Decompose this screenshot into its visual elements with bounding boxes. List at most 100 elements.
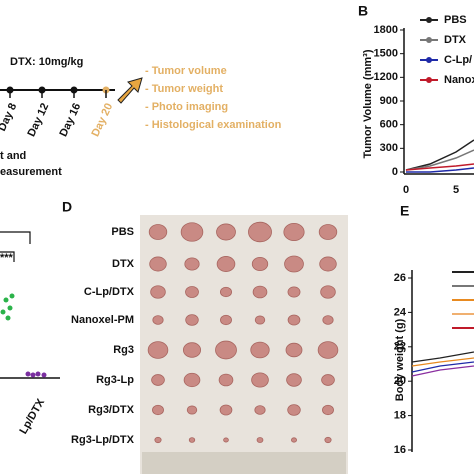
day-label: Day 8 bbox=[0, 101, 19, 133]
tumor bbox=[291, 437, 297, 443]
legend-label: DTX bbox=[444, 34, 467, 46]
legend-dot bbox=[426, 77, 432, 83]
ruler bbox=[142, 452, 346, 474]
group-label: Rg3 bbox=[113, 344, 134, 356]
tumor bbox=[149, 256, 167, 272]
group-label: PBS bbox=[111, 226, 134, 238]
legend-dot bbox=[426, 37, 432, 43]
group-label: C-Lp/DTX bbox=[84, 286, 135, 298]
tumor bbox=[220, 314, 232, 326]
day-label: Day 12 bbox=[25, 101, 51, 138]
tumor bbox=[318, 224, 338, 240]
day-label: Day 20 bbox=[89, 101, 115, 138]
series-line bbox=[411, 351, 474, 363]
tumor bbox=[320, 285, 336, 299]
y-tick-label: 22 bbox=[394, 341, 406, 353]
tumor bbox=[287, 286, 301, 298]
x-tick-label: 0 bbox=[403, 184, 409, 196]
outcome: - Tumor volume bbox=[145, 65, 227, 77]
tumor bbox=[186, 405, 198, 415]
tumor bbox=[219, 404, 233, 416]
tumor bbox=[147, 341, 169, 359]
tumor bbox=[185, 314, 199, 326]
y-tick-label: 18 bbox=[394, 410, 406, 422]
legend-dot bbox=[426, 57, 432, 63]
tumor bbox=[183, 372, 201, 388]
legend-label: C-Lp/ bbox=[444, 54, 472, 66]
outcome: - Histological examination bbox=[145, 119, 282, 131]
tumor bbox=[319, 256, 337, 272]
tumor bbox=[285, 342, 303, 358]
series-line bbox=[411, 361, 474, 373]
tumor bbox=[216, 256, 236, 272]
group-label: Rg3/DTX bbox=[88, 404, 135, 416]
y-tick-label: 600 bbox=[380, 119, 398, 131]
y-tick-label: 24 bbox=[394, 306, 407, 318]
day-label: Day 16 bbox=[57, 101, 83, 138]
tumor bbox=[223, 437, 229, 443]
y-tick-label: 0 bbox=[392, 166, 398, 178]
outcome: - Tumor weight bbox=[145, 83, 223, 95]
x-label: Lp/DTX bbox=[17, 396, 47, 436]
series-line bbox=[405, 149, 474, 171]
group-label: DTX bbox=[112, 258, 135, 270]
tumor bbox=[250, 341, 270, 359]
panel-label: E bbox=[400, 203, 409, 219]
tumor bbox=[321, 374, 335, 386]
tumor bbox=[152, 315, 164, 325]
y-tick-label: 20 bbox=[394, 375, 406, 387]
partial-label: easurement bbox=[0, 166, 62, 178]
dose: DTX: 10mg/kg bbox=[10, 56, 83, 68]
tumor bbox=[152, 404, 164, 416]
y-tick-label: 1500 bbox=[374, 48, 398, 60]
tumor bbox=[254, 315, 266, 325]
tumor bbox=[150, 285, 166, 299]
tumor bbox=[218, 373, 234, 387]
y-tick-label: 900 bbox=[380, 95, 398, 107]
tumor bbox=[252, 285, 268, 299]
tumor bbox=[287, 404, 301, 416]
outcome: - Photo imaging bbox=[145, 101, 228, 113]
tumor bbox=[287, 314, 301, 326]
panel-label: B bbox=[358, 3, 368, 19]
tumor bbox=[180, 222, 204, 242]
series-line bbox=[411, 365, 474, 377]
y-tick-label: 26 bbox=[394, 272, 406, 284]
y-axis-label: Tumor Volume (mm³) bbox=[362, 49, 374, 158]
series-line bbox=[406, 167, 474, 173]
tumor bbox=[215, 340, 237, 360]
partial-label: t and bbox=[0, 150, 26, 162]
y-axis-label: Body weight (g) bbox=[394, 318, 406, 401]
y-tick-label: 1200 bbox=[374, 71, 398, 83]
significance-bracket bbox=[0, 231, 31, 262]
tumor bbox=[254, 405, 266, 415]
tumor bbox=[185, 286, 199, 298]
tumor bbox=[322, 404, 334, 416]
tumor bbox=[184, 257, 200, 271]
series-line bbox=[405, 139, 474, 171]
tumor bbox=[283, 222, 305, 242]
y-tick-label: 16 bbox=[394, 444, 406, 456]
y-tick-label: 1800 bbox=[374, 24, 398, 36]
tumor bbox=[322, 315, 334, 325]
tumor bbox=[148, 224, 168, 240]
tumor bbox=[286, 373, 302, 387]
tumor bbox=[251, 257, 269, 271]
photo bbox=[140, 215, 348, 474]
tumor bbox=[317, 341, 339, 359]
series-line bbox=[405, 163, 474, 171]
y-tick-label: 300 bbox=[380, 142, 398, 154]
legend-label: Nanox bbox=[444, 74, 474, 86]
tumor bbox=[216, 223, 236, 241]
legend-swatches bbox=[452, 271, 474, 329]
significance: *** bbox=[0, 252, 14, 264]
legend-label: PBS bbox=[444, 14, 467, 26]
tumor bbox=[154, 436, 162, 444]
tumor bbox=[188, 437, 196, 443]
x-tick-label: 5 bbox=[453, 184, 459, 196]
tumor bbox=[324, 436, 332, 444]
group-label: Rg3-Lp/DTX bbox=[71, 434, 135, 446]
tumor bbox=[256, 437, 264, 443]
group-label: Rg3-Lp bbox=[96, 374, 134, 386]
